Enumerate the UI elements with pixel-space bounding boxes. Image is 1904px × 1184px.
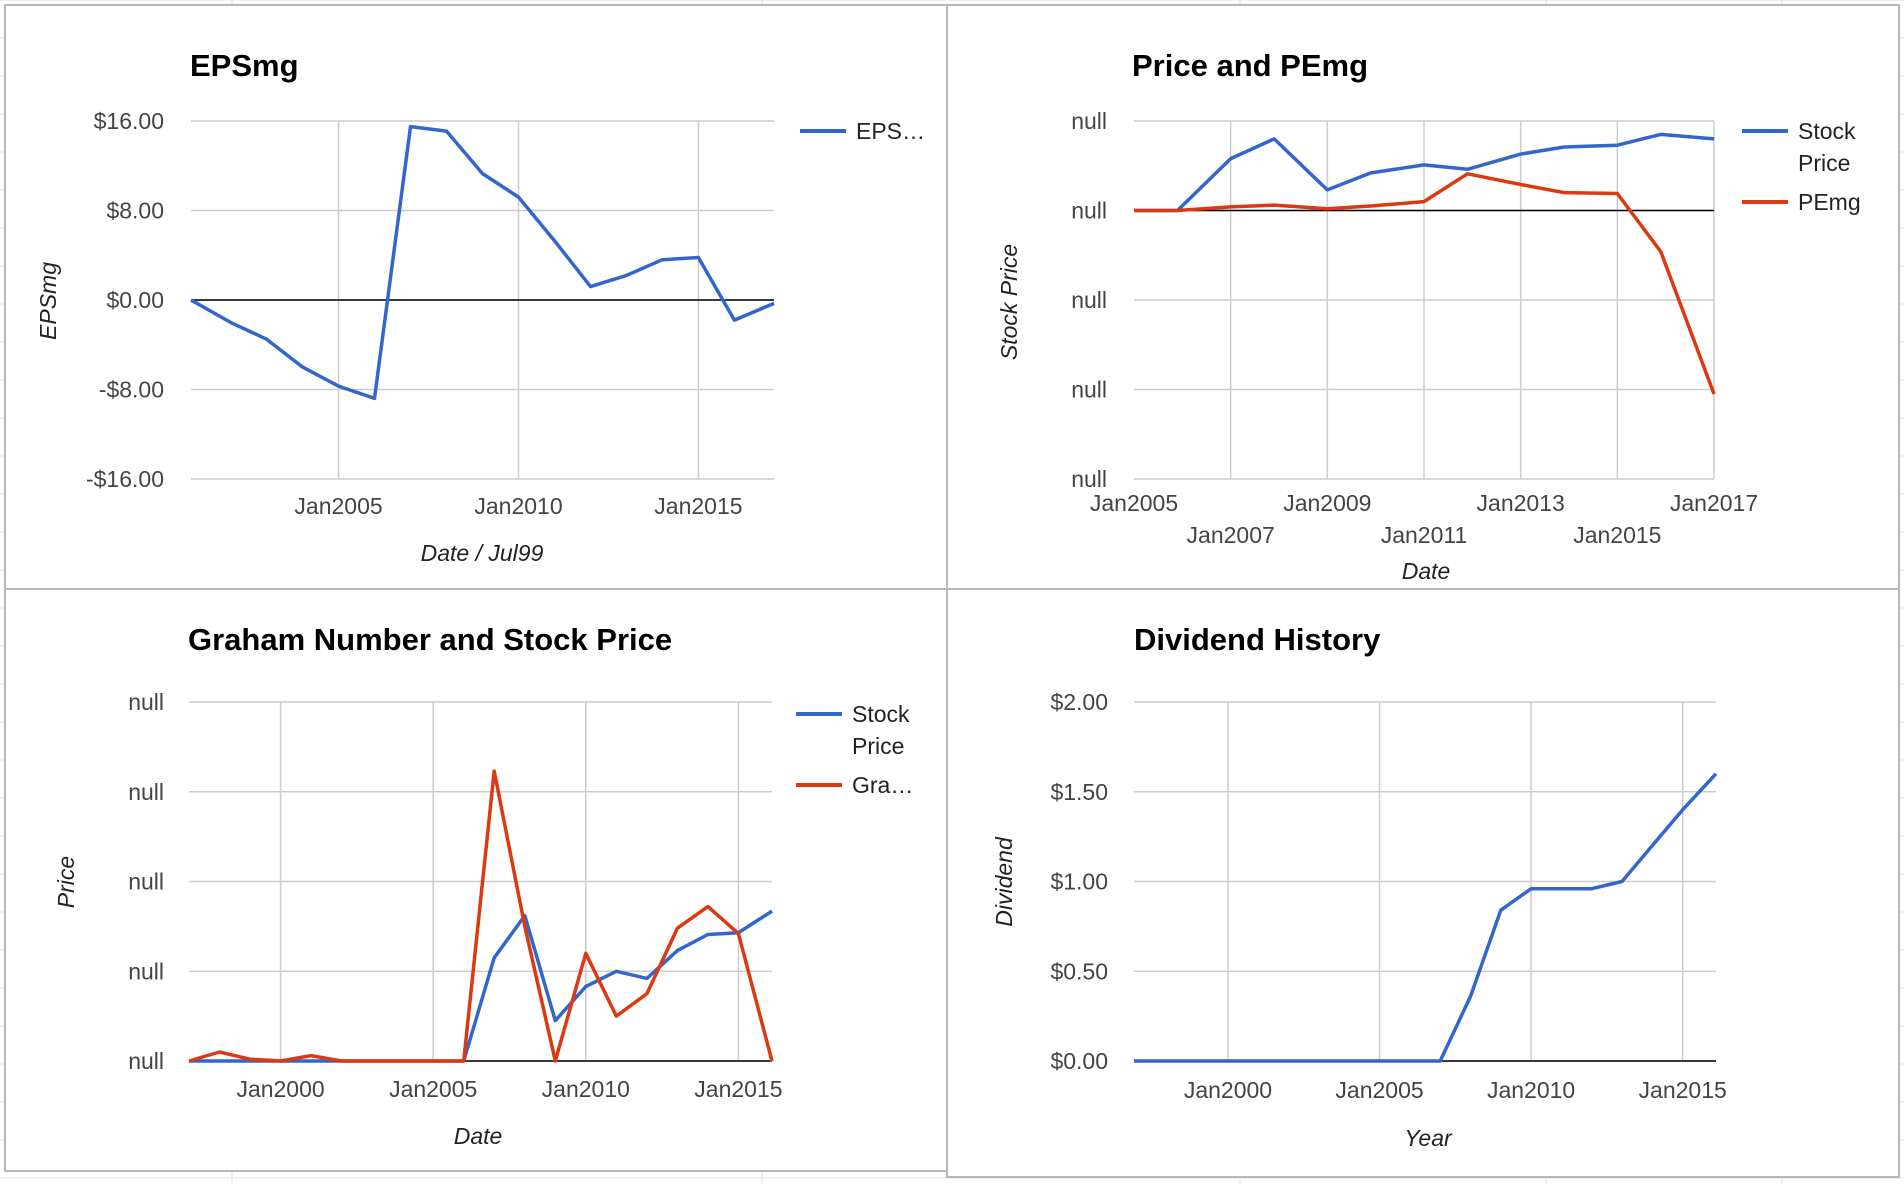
x-tick-label: Jan2015 bbox=[694, 1076, 782, 1102]
chart-price-pemg: Price and PEmg Date Stock Price null null… bbox=[996, 48, 1861, 584]
legend-label: Stock bbox=[852, 701, 910, 727]
y-tick-label: null bbox=[1071, 198, 1107, 224]
x-tick-label: Jan2005 bbox=[389, 1076, 477, 1102]
y-axis-label: EPSmg bbox=[35, 262, 61, 340]
x-tick-label: Jan2005 bbox=[1090, 490, 1178, 516]
y-tick-label: null bbox=[128, 1048, 164, 1074]
x-axis-label: Date / Jul99 bbox=[421, 540, 544, 566]
x-tick-label: Jan2010 bbox=[1487, 1077, 1575, 1103]
x-tick-label: Jan2017 bbox=[1670, 490, 1758, 516]
series-line-2 bbox=[1134, 172, 1716, 395]
series-line-1 bbox=[189, 909, 773, 1063]
chart-panel-price-pemg: Price and PEmg Date Stock Price null null… bbox=[946, 4, 1900, 590]
y-tick-label: $0.50 bbox=[1050, 958, 1108, 984]
legend-label: Stock bbox=[1798, 118, 1856, 144]
series-line-1 bbox=[1134, 132, 1715, 213]
y-tick-label: -$16.00 bbox=[86, 466, 164, 492]
y-tick-label: -$8.00 bbox=[99, 377, 164, 403]
legend-label: Gra… bbox=[852, 772, 913, 798]
legend-label: Price bbox=[852, 733, 904, 759]
y-tick-label: $8.00 bbox=[106, 198, 164, 224]
y-tick-label: $1.00 bbox=[1050, 869, 1108, 895]
y-tick-label: null bbox=[128, 869, 164, 895]
x-tick-label: Jan2000 bbox=[1184, 1077, 1272, 1103]
x-tick-label: Jan2005 bbox=[1335, 1077, 1423, 1103]
y-tick-label: $2.00 bbox=[1050, 689, 1108, 715]
x-tick-label: Jan2010 bbox=[542, 1076, 630, 1102]
x-axis-label: Date bbox=[1402, 558, 1451, 584]
y-tick-label: $1.50 bbox=[1050, 779, 1108, 805]
chart-epsmg: EPSmg Date / Jul99 EPSmg $16.00 $8.00 $0.0… bbox=[35, 48, 925, 566]
x-tick-label: Jan2009 bbox=[1283, 490, 1371, 516]
x-tick-label: Jan2005 bbox=[294, 493, 382, 519]
x-tick-label: Jan2015 bbox=[1573, 522, 1661, 548]
x-tick-label: Jan2000 bbox=[236, 1076, 324, 1102]
chart-title: Price and PEmg bbox=[1132, 48, 1368, 83]
x-axis-label: Year bbox=[1404, 1125, 1453, 1151]
legend-label: EPS… bbox=[856, 118, 925, 144]
x-tick-label: Jan2013 bbox=[1477, 490, 1565, 516]
y-tick-label: null bbox=[1071, 466, 1107, 492]
chart-dividend-history: Dividend History Year Dividend $2.00 $1.5… bbox=[991, 622, 1727, 1151]
y-axis-label: Stock Price bbox=[996, 244, 1022, 360]
chart-panel-epsmg: EPSmg Date / Jul99 EPSmg $16.00 $8.00 $0.0… bbox=[4, 4, 948, 590]
chart-title: Graham Number and Stock Price bbox=[188, 622, 672, 657]
y-tick-label: null bbox=[128, 958, 164, 984]
series-line-2 bbox=[188, 769, 774, 1063]
legend-label: Price bbox=[1798, 150, 1850, 176]
y-tick-label: null bbox=[1071, 287, 1107, 313]
y-axis-label: Price bbox=[53, 856, 79, 908]
x-tick-label: Jan2010 bbox=[474, 493, 562, 519]
y-tick-label: $16.00 bbox=[94, 108, 164, 134]
x-tick-label: Jan2015 bbox=[1639, 1077, 1727, 1103]
y-tick-label: $0.00 bbox=[106, 287, 164, 313]
x-tick-label: Jan2011 bbox=[1381, 522, 1468, 548]
chart-panel-graham: Graham Number and Stock Price Date Price… bbox=[4, 588, 948, 1172]
chart-panel-dividend: Dividend History Year Dividend $2.00 $1.5… bbox=[946, 588, 1900, 1178]
chart-title: EPSmg bbox=[190, 48, 299, 83]
series-line-1 bbox=[190, 124, 775, 401]
chart-graham-number: Graham Number and Stock Price Date Price… bbox=[53, 622, 913, 1149]
y-axis-label: Dividend bbox=[991, 836, 1017, 927]
y-tick-label: null bbox=[1071, 377, 1107, 403]
y-tick-label: null bbox=[128, 689, 164, 715]
x-tick-label: Jan2015 bbox=[654, 493, 742, 519]
y-tick-label: $0.00 bbox=[1050, 1048, 1108, 1074]
x-tick-label: Jan2007 bbox=[1187, 522, 1275, 548]
x-axis-label: Date bbox=[454, 1123, 503, 1149]
legend-label: PEmg bbox=[1798, 189, 1861, 215]
series-line-1 bbox=[1134, 772, 1718, 1063]
y-tick-label: null bbox=[128, 779, 164, 805]
chart-title: Dividend History bbox=[1134, 622, 1381, 657]
y-tick-label: null bbox=[1071, 108, 1107, 134]
